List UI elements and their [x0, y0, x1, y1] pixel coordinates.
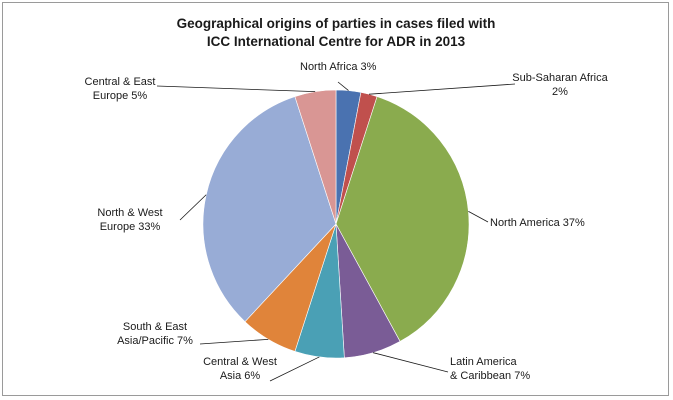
pie-slices — [202, 89, 470, 359]
slice-label-north-africa-line-1: North Africa 3% — [300, 61, 377, 73]
slice-label-sub-saharan-africa-line-2: 2% — [552, 86, 568, 98]
leader-line-north-america — [468, 211, 489, 223]
leader-line-central-west-asia — [269, 356, 320, 382]
slice-label-central-west-asia-line-1: Central & West — [203, 356, 277, 368]
slice-label-north-west-europe-line-1: North & West — [97, 207, 162, 219]
slice-label-central-east-europe-line-1: Central & East — [85, 76, 156, 88]
leader-line-latin-america — [373, 352, 449, 373]
leader-line-south-east-asia — [199, 338, 269, 345]
slice-labels: North Africa 3% Sub-Saharan Africa 2% North… — [85, 61, 609, 382]
leader-line-sub-saharan-africa — [369, 83, 516, 95]
slice-label-sub-saharan-africa-line-1: Sub-Saharan Africa — [512, 72, 608, 84]
slice-label-south-east-asia-line-2: Asia/Pacific 7% — [117, 335, 193, 347]
leader-line-north-africa — [337, 81, 349, 91]
slice-label-central-west-asia-line-2: Asia 6% — [220, 370, 261, 382]
slice-label-north-america-line-1: North America 37% — [490, 217, 585, 229]
leader-lines — [156, 81, 516, 382]
leader-line-north-west-europe — [179, 194, 207, 221]
pie-slice-north-west-europe — [202, 96, 337, 323]
slice-label-north-west-europe-line-2: Europe 33% — [100, 221, 161, 233]
chart-title-line-2: ICC International Centre for ADR in 2013 — [207, 34, 466, 49]
pie-slice-central-east-europe — [294, 89, 337, 225]
pie-slice-north-america — [335, 96, 470, 342]
chart-title-line-1: Geographical origins of parties in cases… — [177, 16, 496, 31]
slice-label-latin-america-line-2: & Caribbean 7% — [450, 370, 530, 382]
leader-line-central-east-europe — [156, 85, 316, 93]
slice-label-latin-america-line-1: Latin America — [450, 356, 518, 368]
slice-label-south-east-asia-line-1: South & East — [123, 321, 187, 333]
slice-label-central-east-europe-line-2: Europe 5% — [93, 90, 148, 102]
